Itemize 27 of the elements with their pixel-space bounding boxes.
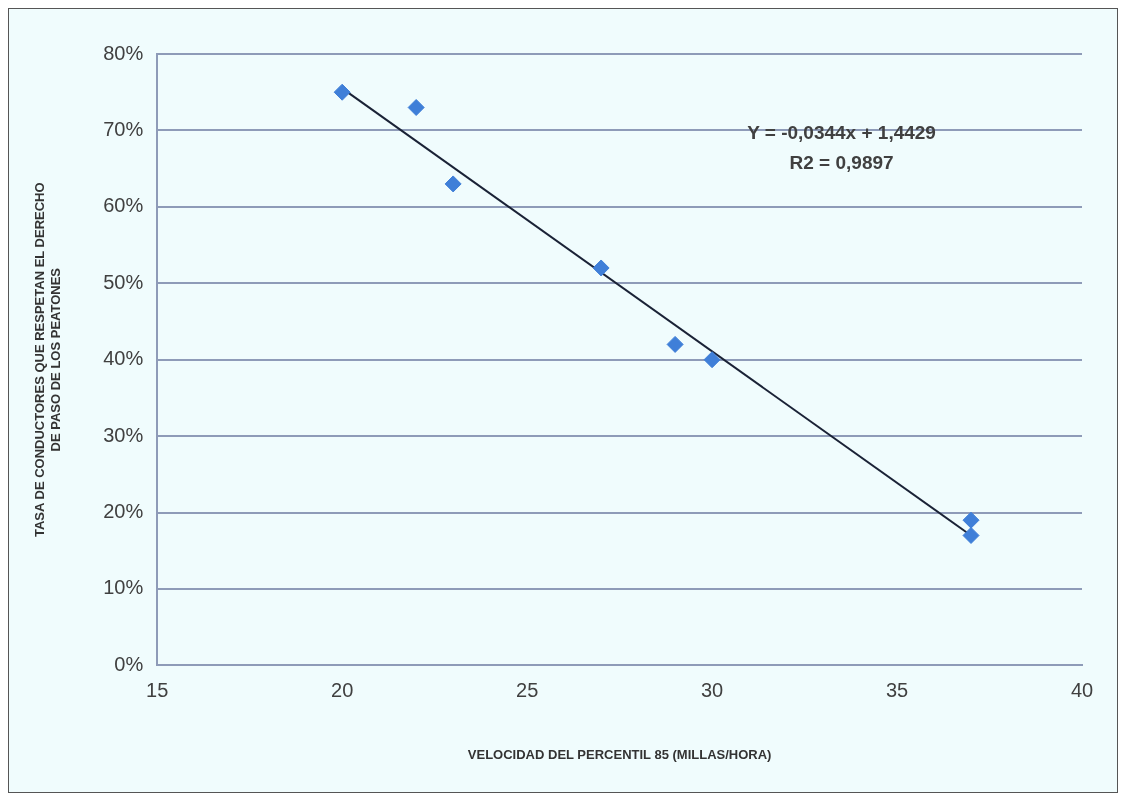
x-tick-label: 35: [885, 678, 909, 701]
point: [962, 526, 980, 544]
x-tick-label: 40: [1070, 678, 1094, 701]
x-tick-label: 25: [516, 678, 539, 701]
y-tick-label: 40%: [103, 347, 144, 370]
point: [407, 99, 425, 116]
point: [592, 259, 610, 277]
y-tick-label: 10%: [103, 576, 144, 599]
point: [703, 351, 721, 369]
x-tick-label: 20: [331, 678, 354, 701]
point: [962, 511, 980, 529]
point: [444, 175, 462, 193]
x-axis-title: VELOCIDAD DEL PERCENTIL 85 (MILLAS/HORA): [467, 746, 772, 762]
y-tick-label: 0%: [114, 652, 144, 675]
point: [666, 335, 684, 353]
point: [333, 83, 351, 101]
y-axis-title: TASA DE CONDUCTORES QUE RESPETAN EL DERECHO DE PASO DE LOS PEATONES: [32, 182, 63, 538]
annotation: Y = -0,0344x + 1,4429: [747, 122, 936, 144]
y-tick-label: 60%: [103, 194, 144, 217]
x-tick-label: 30: [700, 678, 724, 701]
y-tick-label: 50%: [103, 270, 144, 293]
y-tick-label: 80%: [103, 41, 144, 64]
annotation: R2 = 0,9897: [789, 152, 894, 174]
y-tick-label: 30%: [103, 423, 144, 446]
x-tick-label: 15: [146, 678, 169, 701]
y-tick-label: 70%: [103, 117, 144, 140]
y-tick-label: 20%: [103, 500, 144, 523]
